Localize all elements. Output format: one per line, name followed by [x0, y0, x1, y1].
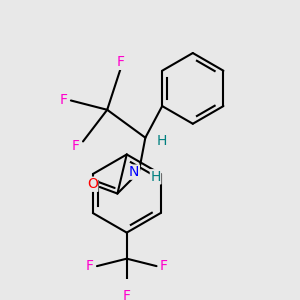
- Text: F: F: [116, 55, 124, 69]
- Text: F: F: [160, 259, 168, 273]
- Text: F: F: [123, 289, 131, 300]
- Text: F: F: [85, 259, 94, 273]
- Text: H: H: [150, 170, 161, 184]
- Text: F: F: [72, 139, 80, 153]
- Text: N: N: [129, 165, 140, 179]
- Text: O: O: [87, 177, 98, 191]
- Text: H: H: [157, 134, 167, 148]
- Text: F: F: [59, 94, 68, 107]
